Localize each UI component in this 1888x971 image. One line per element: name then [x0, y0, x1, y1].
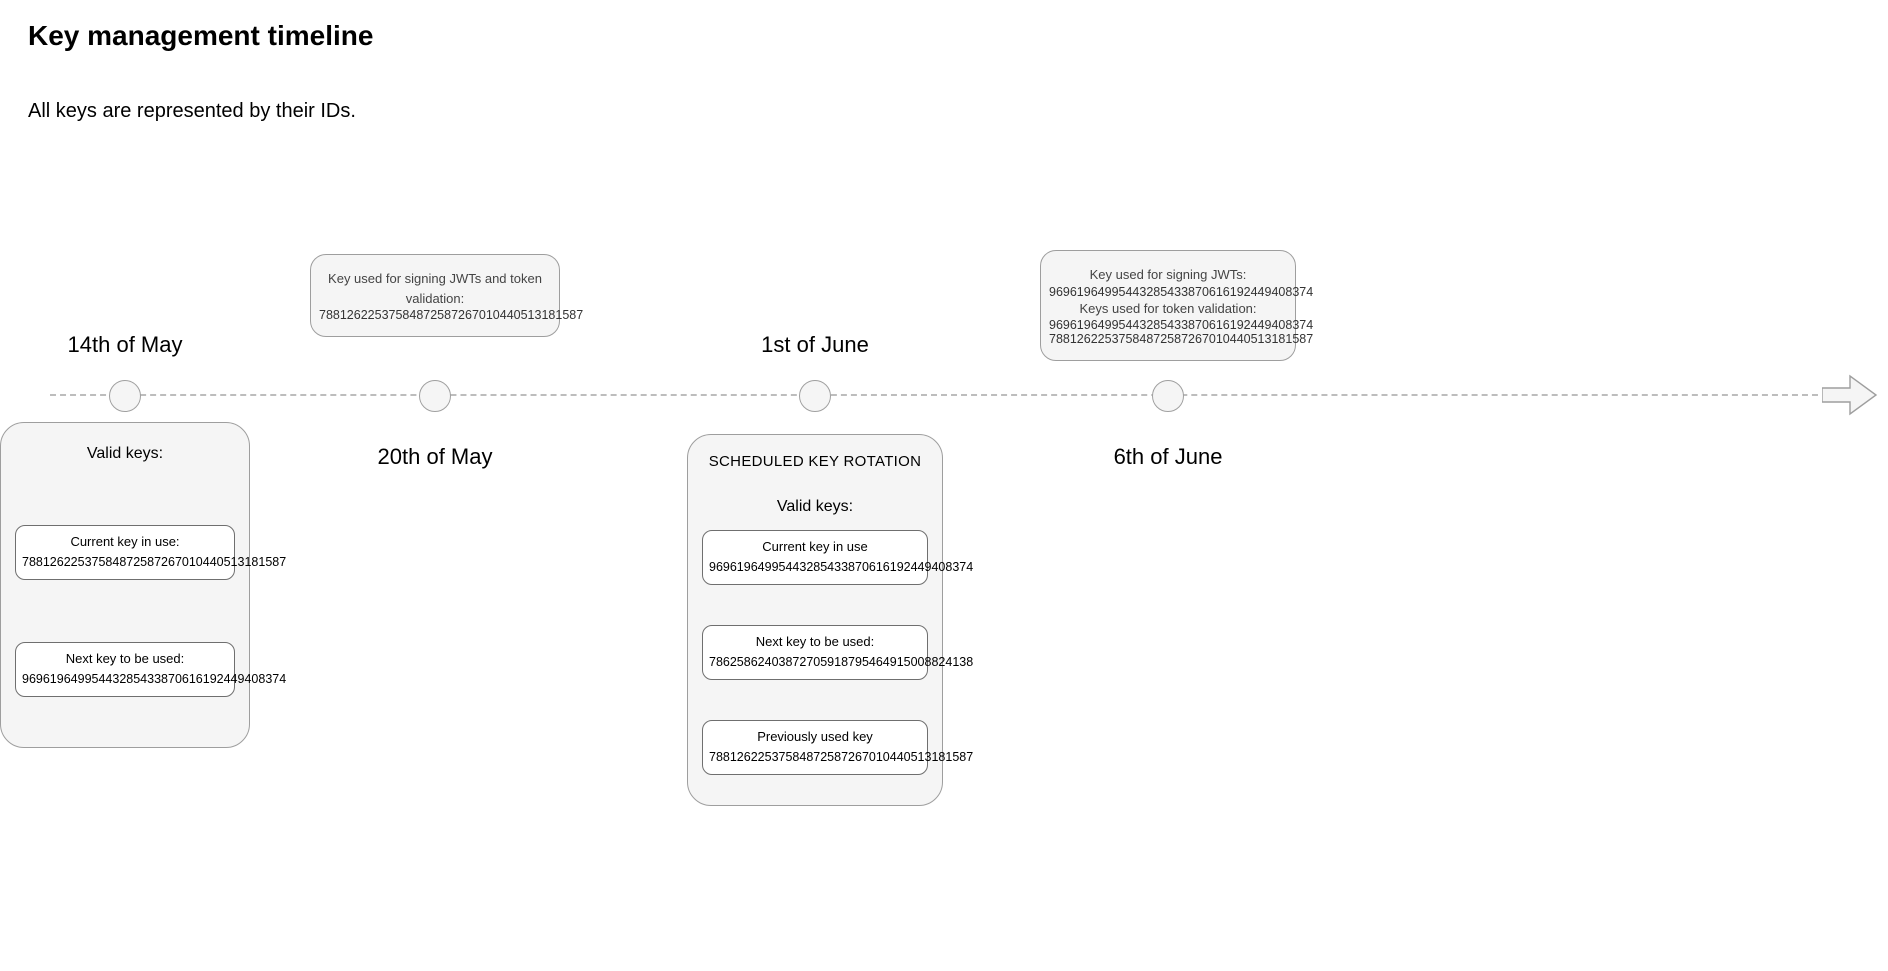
- key-entry: Next key to be used: 7862586240387270591…: [702, 625, 928, 680]
- timeline-node: [799, 380, 831, 412]
- card-title: Valid keys:: [698, 498, 932, 516]
- info-label: Keys used for token validation:: [1049, 299, 1287, 319]
- key-label: Current key in use: [709, 539, 921, 554]
- info-label: Key used for signing JWTs and token vali…: [319, 269, 551, 308]
- key-entry: Next key to be used: 9696196499544328543…: [15, 642, 235, 697]
- date-label: 6th of June: [1114, 444, 1223, 470]
- date-label: 20th of May: [378, 444, 493, 470]
- card-may20: Key used for signing JWTs and token vali…: [310, 254, 560, 337]
- card-title: Valid keys:: [11, 445, 239, 463]
- key-label: Previously used key: [709, 729, 921, 744]
- timeline-node: [419, 380, 451, 412]
- page: Key management timeline All keys are rep…: [0, 0, 1888, 971]
- card-may14: Valid keys: Current key in use: 78812622…: [0, 422, 250, 748]
- key-label: Current key in use:: [22, 534, 228, 549]
- page-subtitle: All keys are represented by their IDs.: [28, 100, 356, 123]
- key-entry: Current key in use: 78812622537584872587…: [15, 525, 235, 580]
- key-value: 96961964995443285433870616192449408374: [709, 560, 921, 574]
- key-entry: Current key in use 969619649954432854338…: [702, 530, 928, 585]
- date-label: 1st of June: [761, 332, 869, 358]
- info-value: 96961964995443285433870616192449408374: [1049, 318, 1287, 332]
- key-entry: Previously used key 78812622537584872587…: [702, 720, 928, 775]
- key-value: 78625862403872705918795464915008824138: [709, 655, 921, 669]
- timeline-node: [1152, 380, 1184, 412]
- timeline-node: [109, 380, 141, 412]
- info-value: 78812622537584872587267010440513181587: [1049, 332, 1287, 346]
- timeline-axis: [50, 394, 1828, 396]
- card-jun1: SCHEDULED KEY ROTATION Valid keys: Curre…: [687, 434, 943, 806]
- key-label: Next key to be used:: [22, 651, 228, 666]
- key-value: 78812622537584872587267010440513181587: [709, 750, 921, 764]
- key-label: Next key to be used:: [709, 634, 921, 649]
- page-title: Key management timeline: [28, 20, 373, 52]
- key-value: 78812622537584872587267010440513181587: [22, 555, 228, 569]
- key-value: 96961964995443285433870616192449408374: [22, 672, 228, 686]
- card-jun6: Key used for signing JWTs: 9696196499544…: [1040, 250, 1296, 361]
- info-value: 96961964995443285433870616192449408374: [1049, 285, 1287, 299]
- date-label: 14th of May: [68, 332, 183, 358]
- info-value: 78812622537584872587267010440513181587: [319, 308, 551, 322]
- info-label: Key used for signing JWTs:: [1049, 265, 1287, 285]
- arrow-right-icon: [1822, 372, 1878, 418]
- card-heading: SCHEDULED KEY ROTATION: [698, 453, 932, 470]
